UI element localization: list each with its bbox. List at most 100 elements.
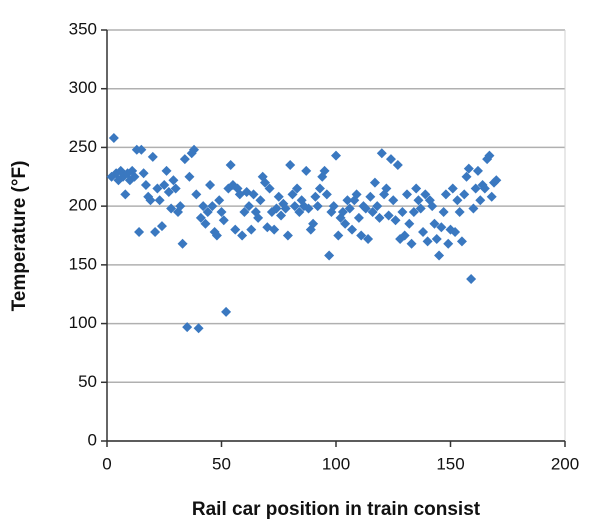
x-tick-label: 150 [436, 454, 464, 473]
point [429, 218, 440, 229]
point [333, 230, 344, 241]
x-tick-label: 50 [212, 454, 231, 473]
point [470, 183, 481, 194]
point [383, 210, 394, 221]
point [381, 183, 392, 194]
point [438, 207, 449, 218]
point [152, 183, 163, 194]
point [200, 218, 211, 229]
point [491, 175, 502, 186]
point [466, 273, 477, 284]
point [246, 224, 257, 235]
point [376, 148, 387, 159]
point [221, 306, 232, 317]
point [170, 183, 181, 194]
point [472, 165, 483, 176]
point [260, 177, 271, 188]
point [184, 171, 195, 182]
point [422, 236, 433, 247]
point [468, 203, 479, 214]
point [388, 195, 399, 206]
point [452, 195, 463, 206]
point [273, 191, 284, 202]
point [230, 224, 241, 235]
point [365, 191, 376, 202]
point [328, 201, 339, 212]
point [413, 195, 424, 206]
point [289, 201, 300, 212]
point [401, 189, 412, 200]
point [406, 238, 417, 249]
point [195, 212, 206, 223]
point [308, 218, 319, 229]
point [211, 230, 222, 241]
point [225, 160, 236, 171]
point [301, 165, 312, 176]
point [397, 207, 408, 218]
point [269, 224, 280, 235]
point [399, 230, 410, 241]
point [198, 201, 209, 212]
point [420, 189, 431, 200]
point [138, 168, 149, 179]
point [479, 183, 490, 194]
point [282, 230, 293, 241]
point [324, 250, 335, 261]
point [168, 175, 179, 186]
point [347, 224, 358, 235]
point [454, 207, 465, 218]
point [207, 201, 218, 212]
point [411, 183, 422, 194]
point [340, 218, 351, 229]
point [159, 180, 170, 191]
point [404, 218, 415, 229]
y-tick-label: 150 [69, 254, 97, 273]
point [202, 207, 213, 218]
point [456, 236, 467, 247]
point [182, 322, 193, 333]
point [415, 203, 426, 214]
point [486, 191, 497, 202]
point [408, 207, 419, 218]
point [390, 215, 401, 226]
point [294, 207, 305, 218]
point [342, 195, 353, 206]
point [193, 323, 204, 334]
point [369, 177, 380, 188]
point [214, 195, 225, 206]
x-tick-label: 0 [102, 454, 111, 473]
point [292, 183, 303, 194]
point [450, 226, 461, 237]
point [372, 201, 383, 212]
point [216, 207, 227, 218]
point [264, 183, 275, 194]
point [243, 201, 254, 212]
point [374, 212, 385, 223]
point [136, 144, 147, 155]
point [175, 201, 186, 212]
point [484, 150, 495, 161]
point [447, 183, 458, 194]
point [147, 151, 158, 162]
point [427, 201, 438, 212]
point [179, 154, 190, 165]
y-axis-title: Temperature (°F) [9, 161, 30, 312]
point [276, 210, 287, 221]
point [436, 222, 447, 233]
point [303, 203, 314, 214]
point [253, 212, 264, 223]
point [331, 150, 341, 161]
point [461, 171, 472, 182]
point [321, 189, 332, 200]
point [140, 180, 151, 191]
point [367, 207, 378, 218]
point [120, 189, 131, 200]
point [145, 195, 156, 206]
point [356, 230, 367, 241]
point [463, 163, 474, 174]
x-tick-label: 200 [551, 454, 579, 473]
point [191, 189, 202, 200]
point [108, 133, 119, 144]
point [177, 238, 188, 249]
point [319, 165, 330, 176]
